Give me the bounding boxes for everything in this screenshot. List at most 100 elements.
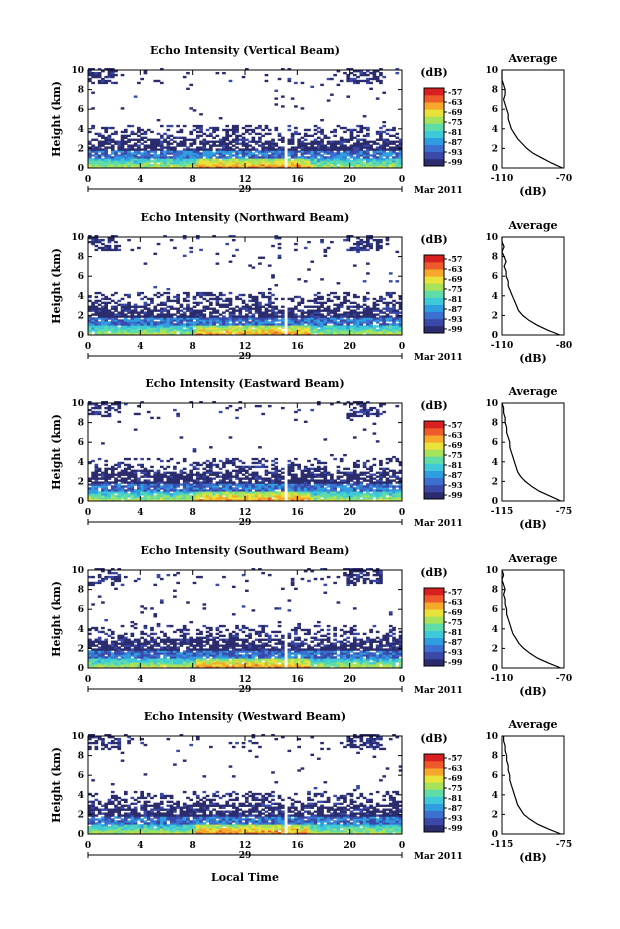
heatmap-cell	[310, 162, 315, 165]
heatmap-cell	[362, 489, 367, 492]
heatmap-cell	[336, 483, 341, 486]
heatmap-cell	[107, 164, 112, 167]
heatmap-cell	[346, 313, 351, 316]
heatmap-cell	[356, 140, 360, 143]
heatmap-cell	[212, 327, 216, 330]
heatmap-cell	[231, 235, 236, 238]
heatmap-cell	[94, 481, 99, 484]
heatmap-cell	[352, 487, 357, 490]
heatmap-cell	[104, 473, 109, 476]
heatmap-cell	[359, 79, 364, 83]
heatmap-cell	[258, 166, 262, 169]
heatmap-cell	[362, 495, 367, 498]
heatmap-cell	[277, 311, 282, 314]
heatmap-cell	[352, 469, 357, 472]
heatmap-cell	[248, 487, 252, 490]
heatmap-cell	[133, 303, 138, 306]
heatmap-cell	[359, 152, 364, 155]
heatmap-cell	[271, 276, 275, 279]
heatmap-cell	[101, 331, 105, 334]
heatmap-cell	[280, 331, 285, 334]
heatmap-cell	[287, 140, 292, 143]
heatmap-cell	[163, 309, 167, 312]
colorbar-tick-label: -63	[448, 97, 463, 107]
heatmap-cell	[146, 499, 151, 502]
heatmap-cell	[235, 323, 239, 326]
heatmap-cell	[123, 319, 128, 322]
heatmap-cell	[238, 311, 243, 314]
heatmap-cell	[398, 297, 403, 301]
heatmap-cell	[307, 323, 311, 326]
heatmap-cell	[379, 329, 383, 332]
heatmap-cell	[176, 491, 180, 494]
heatmap-cell	[280, 497, 285, 500]
heatmap-cell	[379, 317, 383, 320]
heatmap-cell	[97, 315, 102, 318]
heatmap-cell	[395, 457, 400, 461]
heatmap-cell	[209, 158, 213, 161]
heatmap-cell	[261, 412, 266, 416]
heatmap-cell	[97, 404, 102, 408]
heatmap-cell	[218, 303, 223, 306]
heatmap-cell	[163, 471, 167, 474]
heatmap-cell	[215, 485, 220, 488]
heatmap-cell	[369, 237, 373, 240]
heatmap-cell	[186, 325, 190, 328]
heatmap-cell	[192, 467, 197, 471]
heatmap-cell	[179, 491, 184, 494]
heatmap-cell	[146, 158, 151, 161]
heatmap-cell	[261, 144, 266, 147]
heatmap-cell	[231, 461, 236, 465]
heatmap-cell	[261, 327, 266, 330]
heatmap-cell	[156, 416, 161, 420]
heatmap-cell	[313, 138, 318, 141]
heatmap-cell	[137, 495, 141, 498]
heatmap-cell	[238, 134, 243, 138]
heatmap-cell	[271, 156, 275, 159]
heatmap-cell	[123, 325, 128, 328]
heatmap-cell	[241, 156, 246, 159]
heatmap-cell	[104, 323, 109, 326]
heatmap-cell	[127, 457, 131, 461]
heatmap-cell	[215, 156, 220, 159]
heatmap-cell	[146, 485, 151, 488]
heatmap-cell	[254, 150, 259, 153]
heatmap-cell	[349, 77, 354, 81]
heatmap-cell	[245, 469, 249, 472]
heatmap-cell	[205, 325, 210, 328]
heatmap-cell	[294, 475, 298, 478]
heatmap-cell	[307, 473, 311, 476]
heatmap-cell	[179, 130, 184, 134]
heatmap-cell	[91, 459, 95, 463]
heatmap-cell	[209, 461, 213, 465]
heatmap-cell	[101, 81, 105, 85]
heatmap-cell	[300, 297, 305, 301]
heatmap-cell	[343, 313, 347, 316]
heatmap-cell	[218, 293, 223, 297]
heatmap-cell	[326, 471, 331, 474]
heatmap-cell	[120, 148, 125, 151]
heatmap-cell	[359, 238, 364, 242]
heatmap-cell	[248, 307, 252, 310]
heatmap-cell	[137, 481, 141, 484]
heatmap-cell	[369, 309, 373, 312]
heatmap-cell	[274, 473, 279, 476]
heatmap-cell	[195, 321, 200, 324]
heatmap-cell	[372, 307, 377, 310]
heatmap-cell	[313, 162, 318, 165]
heatmap-cell	[369, 497, 373, 500]
heatmap-cell	[88, 489, 92, 492]
heatmap-cell	[254, 154, 259, 157]
heatmap-cell	[382, 315, 387, 318]
heatmap-cell	[123, 479, 128, 482]
heatmap-cell	[88, 412, 92, 416]
heatmap-cell	[362, 71, 367, 75]
heatmap-cell	[320, 128, 324, 132]
heatmap-cell	[123, 162, 128, 165]
heatmap-cell	[330, 291, 334, 295]
heatmap-cell	[379, 491, 383, 494]
heatmap-cell	[323, 483, 328, 486]
heatmap-cell	[379, 148, 383, 151]
heatmap-cell	[114, 132, 118, 136]
heatmap-cell	[215, 329, 220, 332]
